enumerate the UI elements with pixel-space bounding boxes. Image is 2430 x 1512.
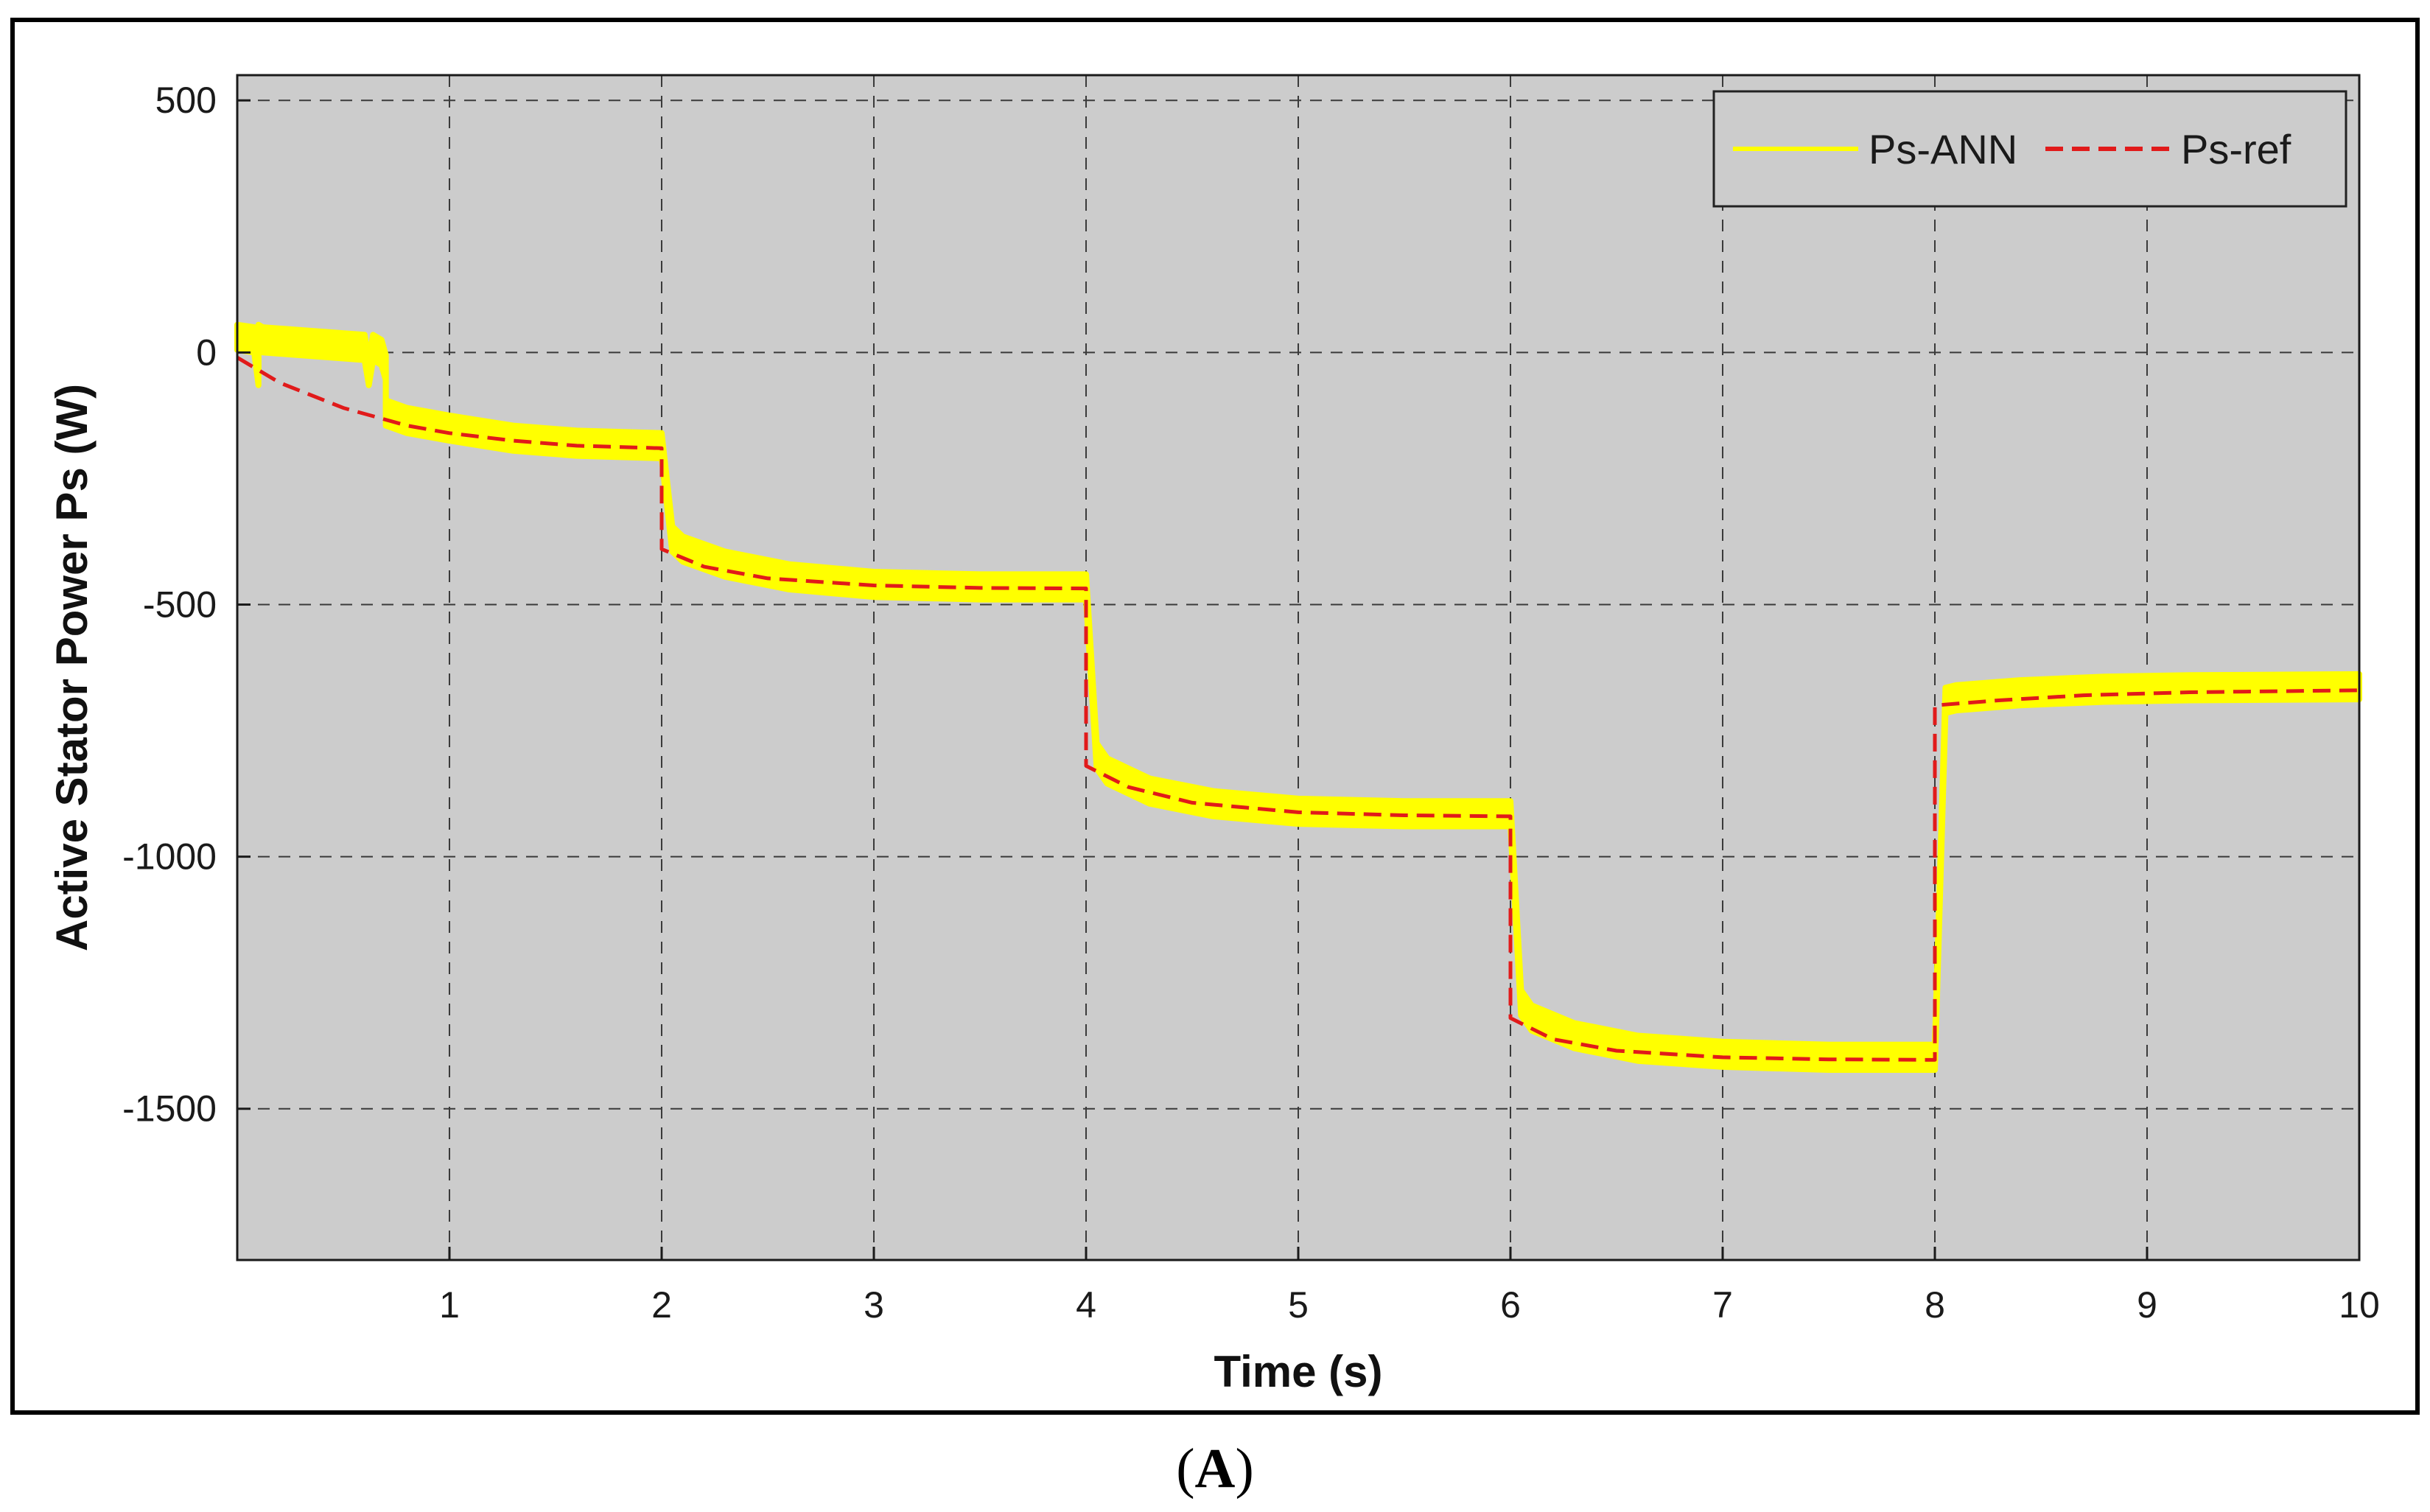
x-tick-label: 9 [2137,1284,2157,1326]
legend: Ps-ANN Ps-ref [1712,90,2347,208]
panel-caption: (A) [0,1437,2430,1501]
caption-open: ( [1176,1438,1195,1499]
y-tick-label: -1000 [122,836,217,878]
y-tick-label: -1500 [122,1088,217,1130]
legend-label-ps-ann: Ps-ANN [1869,126,2017,172]
y-tick-label: 0 [196,332,217,373]
legend-label-ps-ref: Ps-ref [2181,126,2291,172]
y-axis-title: Active Stator Power Ps (W) [47,384,97,951]
caption-close: ) [1235,1438,1254,1499]
plot-area [237,75,2359,1260]
x-tick-label: 6 [1500,1284,1521,1326]
x-tick-label: 1 [439,1284,460,1326]
x-tick-label: 4 [1076,1284,1096,1326]
y-tick-label: 500 [155,80,217,121]
y-tick-label: -500 [143,584,217,625]
x-tick-label: 3 [864,1284,884,1326]
x-axis-title: Time (s) [1214,1347,1383,1396]
x-tick-label: 7 [1712,1284,1733,1326]
x-tick-label: 5 [1288,1284,1309,1326]
figure-frame: 1 2 3 4 5 6 7 8 9 10 500 0 -500 -1000 -1500 Time (s) … [10,18,2420,1415]
x-tick-label: 10 [2339,1284,2380,1326]
x-tick-label: 2 [651,1284,672,1326]
x-tick-label: 8 [1925,1284,1945,1326]
caption-letter: A [1194,1438,1236,1499]
series-ps-ref-line [236,356,2360,1062]
